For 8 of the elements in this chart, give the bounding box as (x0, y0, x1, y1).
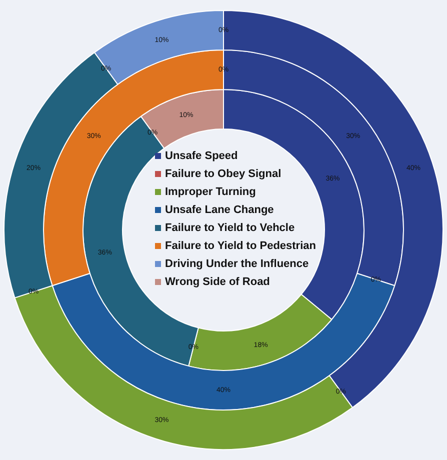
legend-label: Wrong Side of Road (165, 276, 270, 288)
legend-label: Improper Turning (165, 186, 256, 198)
legend-label: Unsafe Lane Change (165, 204, 274, 216)
legend-label: Failure to Yield to Vehcle (165, 222, 295, 234)
legend-label: Failure to Obey Signal (165, 168, 282, 180)
legend-label: Failure to Yield to Pedestrian (165, 240, 316, 252)
legend-label: Driving Under the Influence (165, 258, 309, 270)
legend-label: Unsafe Speed (165, 150, 238, 162)
